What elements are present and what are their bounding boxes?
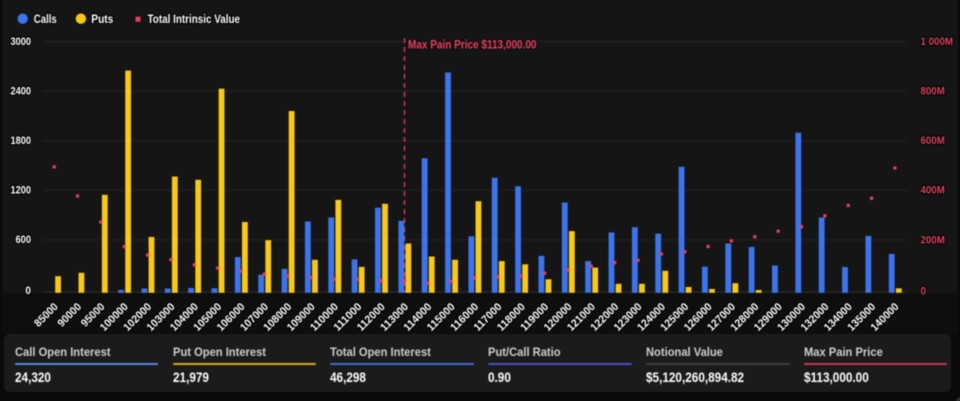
svg-text:3000: 3000	[11, 36, 32, 48]
svg-text:0: 0	[921, 285, 927, 297]
svg-text:Total Intrinsic Value: Total Intrinsic Value	[148, 14, 241, 26]
svg-text:1200: 1200	[11, 185, 32, 197]
svg-text:400M: 400M	[921, 185, 945, 197]
svg-text:800M: 800M	[921, 86, 945, 98]
svg-text:200M: 200M	[921, 234, 945, 246]
svg-text:1800: 1800	[11, 135, 32, 147]
svg-text:2400: 2400	[11, 85, 32, 97]
svg-text:Max Pain Price $113,000.00: Max Pain Price $113,000.00	[408, 40, 537, 52]
svg-text:0: 0	[25, 285, 31, 297]
svg-text:Calls: Calls	[34, 14, 57, 26]
svg-text:Puts: Puts	[91, 14, 113, 26]
svg-text:1 000M: 1 000M	[921, 36, 954, 48]
svg-text:600M: 600M	[921, 135, 945, 147]
svg-text:600: 600	[16, 234, 32, 246]
